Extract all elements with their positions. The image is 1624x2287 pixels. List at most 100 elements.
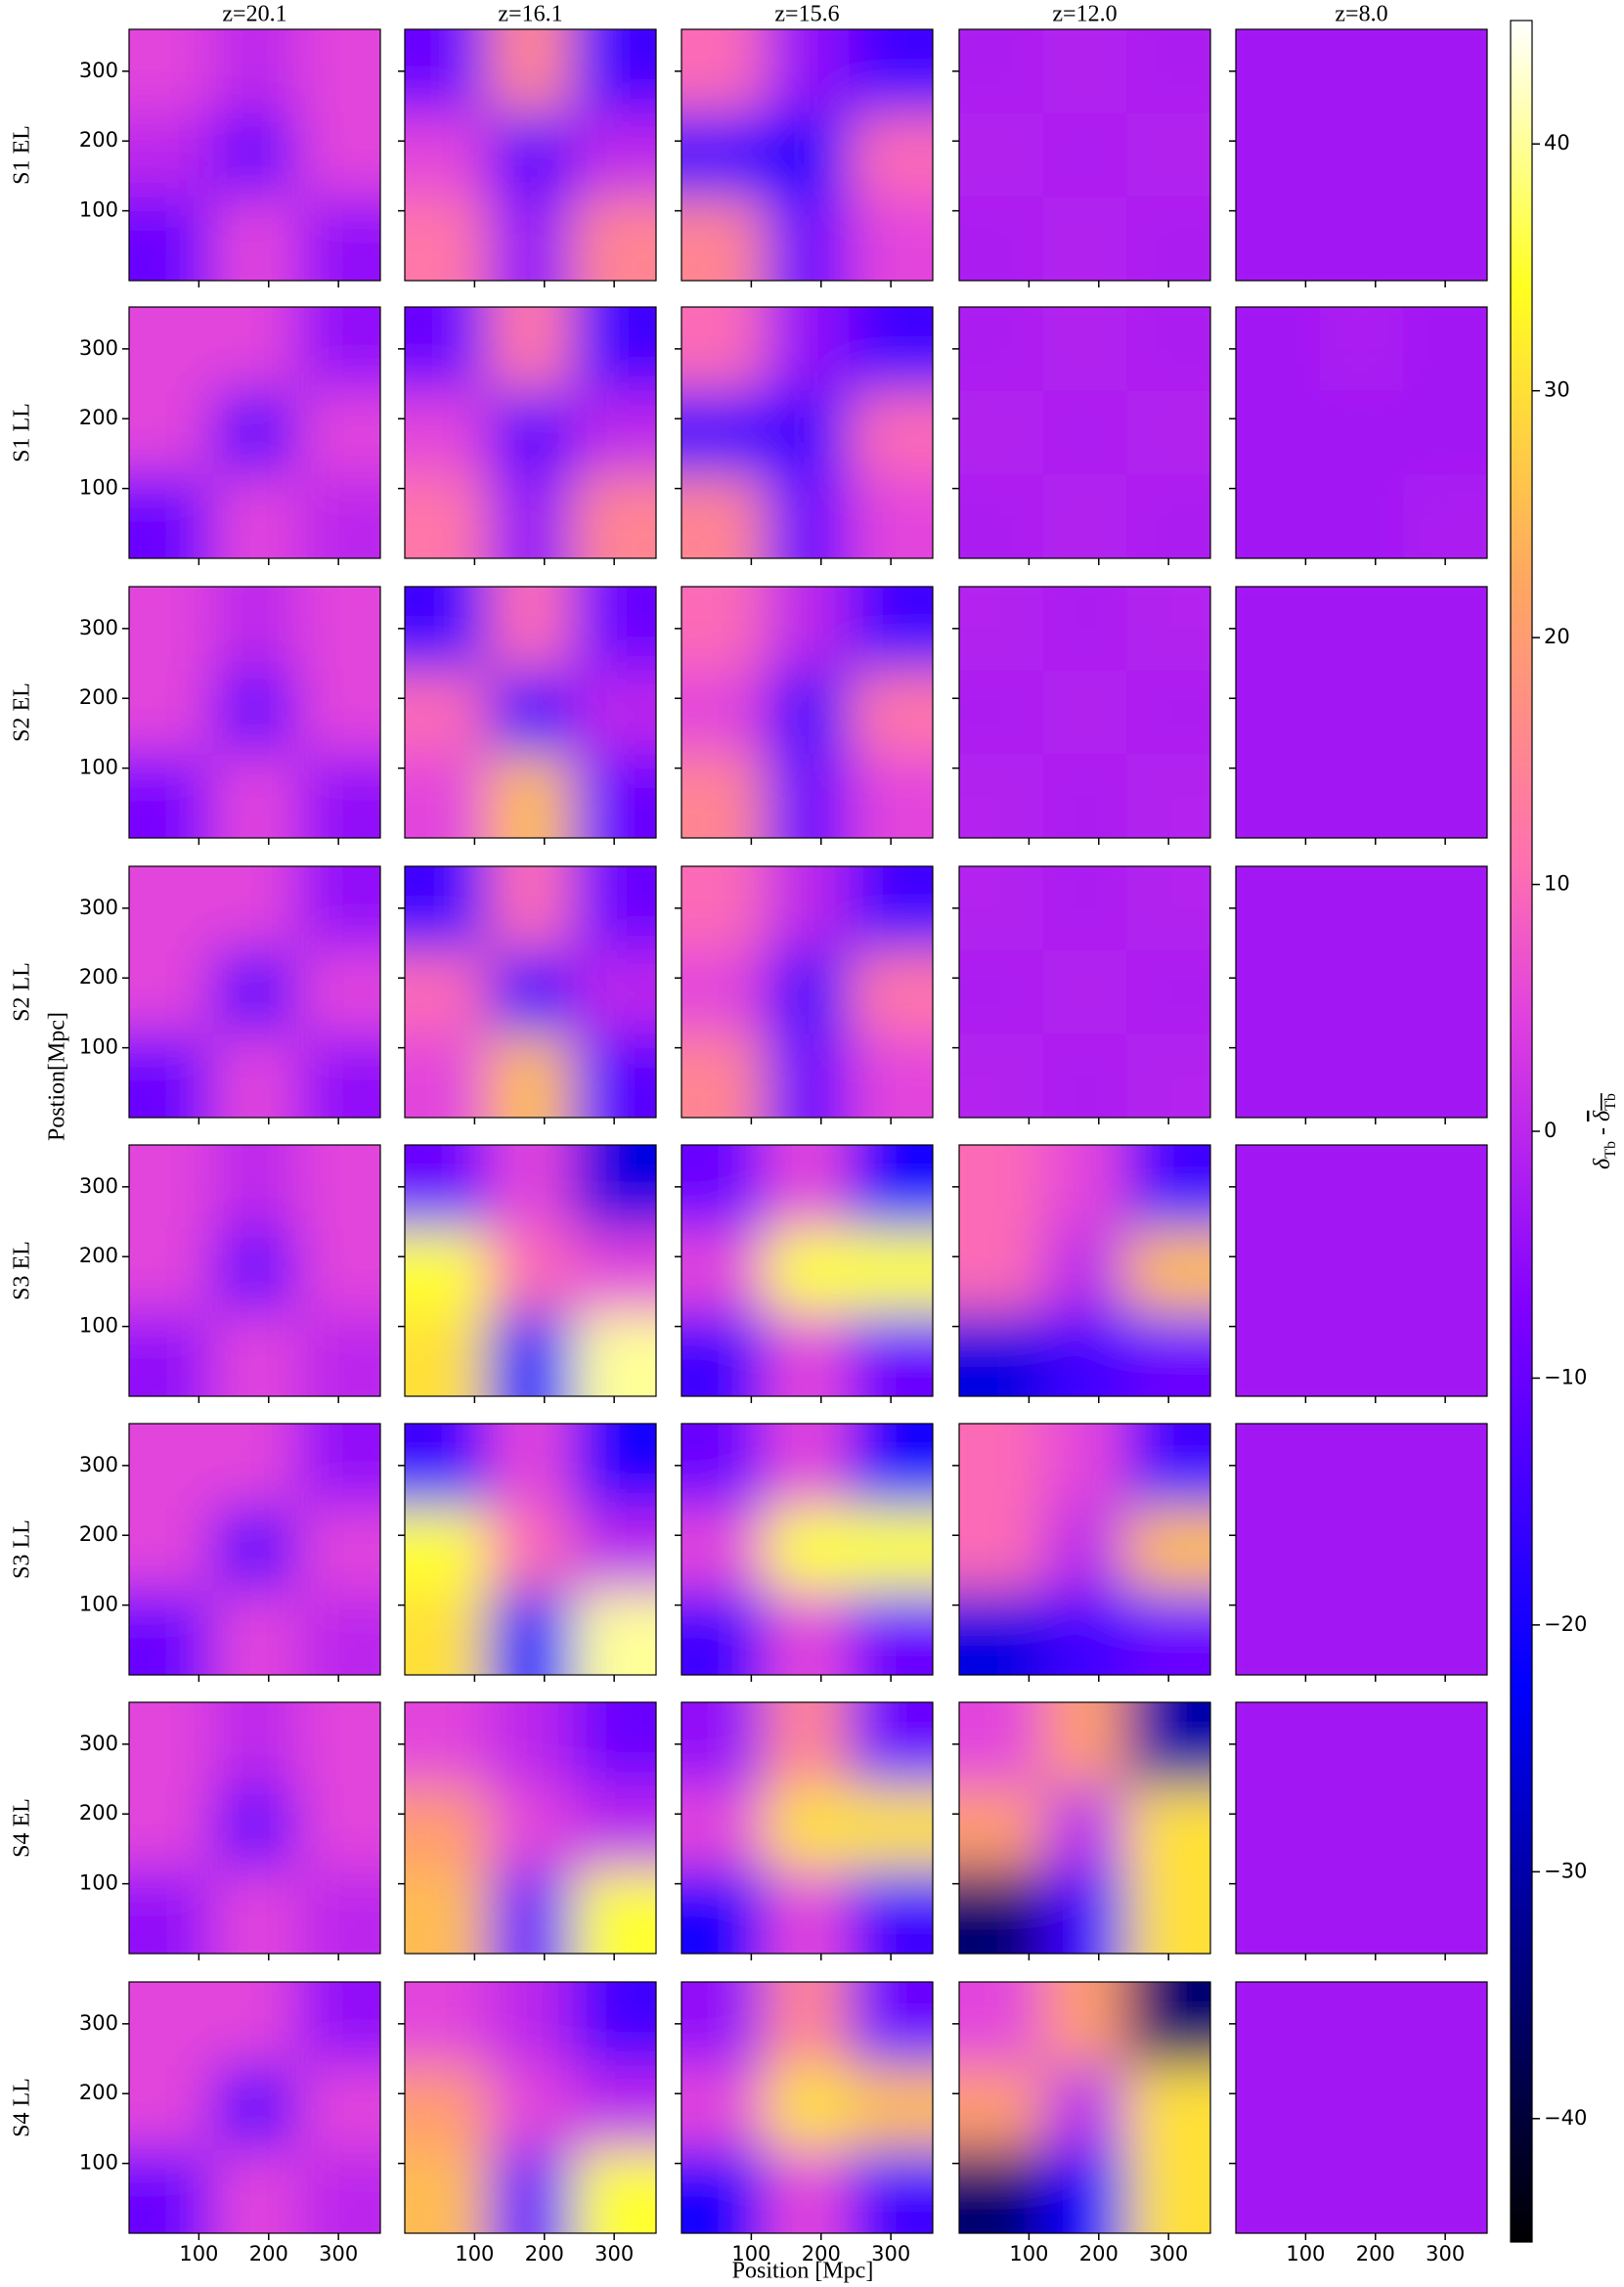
- panel: [959, 307, 1210, 558]
- y-tick-label: 200: [79, 1244, 118, 1267]
- heat-cell: [488, 1702, 574, 1787]
- heat-cell: [296, 866, 380, 951]
- heat-cell: [129, 754, 214, 838]
- heat-cell: [488, 1312, 574, 1396]
- heat-cell: [681, 112, 767, 198]
- column-title: z=16.1: [498, 2, 562, 27]
- panel-frame: [128, 586, 381, 839]
- heat-cell: [1126, 866, 1210, 951]
- colorbar-tick-label: −20: [1544, 1612, 1587, 1636]
- heat-cell: [1236, 587, 1321, 672]
- y-tick-label: 300: [79, 1453, 118, 1476]
- heat-cell: [405, 1424, 490, 1509]
- heat-cell: [765, 1591, 851, 1675]
- panel: [129, 1982, 380, 2233]
- heat-cell: [405, 866, 490, 951]
- panel-frame: [1235, 1981, 1488, 2234]
- heat-cell: [681, 2149, 767, 2233]
- panel: [959, 1702, 1210, 1954]
- heat-cell: [849, 307, 933, 392]
- heat-cell: [296, 197, 380, 281]
- heat-cell: [1403, 307, 1487, 392]
- x-tick-label: 100: [455, 2242, 494, 2265]
- colorbar-tick-label: 20: [1544, 625, 1570, 648]
- heat-cell: [765, 2149, 851, 2233]
- panel-frame: [404, 1701, 657, 1955]
- heat-cell: [681, 866, 767, 951]
- heat-cell: [129, 197, 214, 281]
- heat-cell: [572, 1785, 656, 1871]
- panel-frame: [680, 865, 934, 1119]
- panel-field: [959, 1702, 1210, 1954]
- heat-cell: [959, 1591, 1044, 1675]
- y-tick-label: 200: [79, 406, 118, 429]
- heat-cell: [405, 474, 490, 558]
- panel: [1236, 866, 1487, 1118]
- panel: [405, 307, 656, 558]
- x-tick-label: 100: [1009, 2242, 1048, 2265]
- heat-cell: [959, 197, 1044, 281]
- heat-cell: [1403, 474, 1487, 558]
- heat-cell: [1319, 112, 1405, 198]
- panel-field: [405, 307, 656, 558]
- panel-field: [1236, 1424, 1487, 1675]
- heat-cell: [959, 1869, 1044, 1954]
- heat-cell: [1236, 307, 1321, 392]
- heat-cell: [765, 474, 851, 558]
- heat-cell: [1126, 1228, 1210, 1314]
- panel-frame: [404, 865, 657, 1119]
- panel-field: [129, 29, 380, 281]
- colorbar-tick-label: 10: [1544, 872, 1570, 896]
- column-title: z=8.0: [1335, 2, 1387, 27]
- heat-cell: [129, 474, 214, 558]
- panel-frame: [128, 1701, 381, 1955]
- heat-cell: [765, 1702, 851, 1787]
- panel-field: [681, 1982, 933, 2233]
- heat-cell: [681, 29, 767, 114]
- heat-cell: [212, 474, 298, 558]
- panel: [1236, 1424, 1487, 1675]
- heat-cell: [488, 29, 574, 114]
- heat-cell: [1319, 1869, 1405, 1954]
- panel-field: [681, 1145, 933, 1396]
- panel-field: [129, 1702, 380, 1954]
- panel-field: [959, 1145, 1210, 1396]
- panel: [681, 587, 933, 838]
- panel-field: [959, 307, 1210, 558]
- heat-cell: [296, 1785, 380, 1871]
- heat-cell: [488, 1507, 574, 1593]
- heat-cell: [681, 1982, 767, 2067]
- heat-cell: [1403, 1869, 1487, 1954]
- heat-cell: [1319, 1702, 1405, 1787]
- heat-cell: [296, 1982, 380, 2067]
- heat-cell: [681, 1034, 767, 1118]
- heat-cell: [681, 2065, 767, 2151]
- x-tick-label: 200: [525, 2242, 564, 2265]
- heat-cell: [1236, 474, 1321, 558]
- y-tick-label: 100: [79, 1314, 118, 1338]
- colorbar-tick-label: −10: [1544, 1365, 1587, 1388]
- panel-field: [405, 587, 656, 838]
- panel: [681, 866, 933, 1118]
- row-label: S3 LL: [10, 1519, 35, 1579]
- heat-cell: [296, 1702, 380, 1787]
- heat-cell: [1126, 1982, 1210, 2067]
- heat-cell: [296, 29, 380, 114]
- heat-cell: [129, 1424, 214, 1509]
- panel: [405, 1982, 656, 2233]
- heat-cell: [681, 754, 767, 838]
- y-tick-label: 100: [79, 476, 118, 500]
- y-tick-label: 300: [79, 616, 118, 639]
- heat-cell: [296, 1312, 380, 1396]
- heat-cell: [129, 29, 214, 114]
- heat-cell: [572, 29, 656, 114]
- heat-cell: [129, 1034, 214, 1118]
- heat-cell: [959, 949, 1044, 1035]
- heat-cell: [849, 754, 933, 838]
- heat-cell: [765, 1507, 851, 1593]
- heat-cell: [572, 1312, 656, 1396]
- heat-cell: [681, 1591, 767, 1675]
- panel-field: [405, 1424, 656, 1675]
- panel-frame: [1235, 306, 1488, 559]
- heat-cell: [1236, 29, 1321, 114]
